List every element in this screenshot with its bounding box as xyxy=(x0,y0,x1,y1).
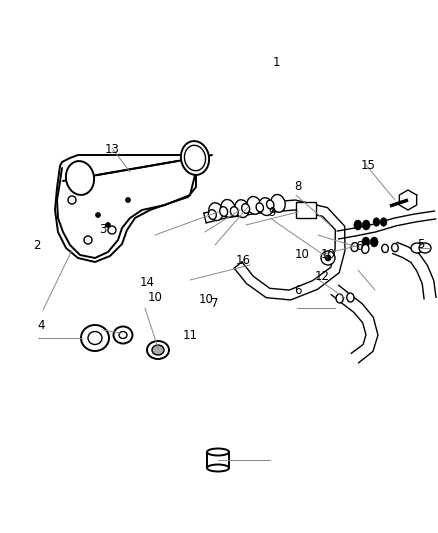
Text: 7: 7 xyxy=(211,297,219,310)
Ellipse shape xyxy=(267,200,274,209)
Text: 16: 16 xyxy=(236,254,251,266)
Text: 15: 15 xyxy=(360,159,375,172)
Ellipse shape xyxy=(181,141,209,175)
FancyBboxPatch shape xyxy=(296,202,316,218)
Ellipse shape xyxy=(259,198,273,215)
Ellipse shape xyxy=(271,195,285,212)
Text: 10: 10 xyxy=(148,291,163,304)
Ellipse shape xyxy=(371,237,378,247)
Text: 6: 6 xyxy=(355,240,363,253)
Ellipse shape xyxy=(373,218,380,226)
Ellipse shape xyxy=(84,236,92,244)
Ellipse shape xyxy=(108,226,116,234)
Ellipse shape xyxy=(113,327,133,343)
Ellipse shape xyxy=(354,220,362,230)
Text: 4: 4 xyxy=(38,319,46,332)
Ellipse shape xyxy=(88,332,102,344)
Ellipse shape xyxy=(336,294,343,303)
Text: 12: 12 xyxy=(314,270,329,282)
Text: 5: 5 xyxy=(417,238,424,251)
Ellipse shape xyxy=(66,161,94,195)
Text: 14: 14 xyxy=(139,276,154,289)
Text: 10: 10 xyxy=(198,293,213,306)
Ellipse shape xyxy=(351,243,358,252)
Ellipse shape xyxy=(208,209,216,220)
Ellipse shape xyxy=(256,203,263,212)
Ellipse shape xyxy=(209,203,223,221)
Ellipse shape xyxy=(380,218,387,226)
Ellipse shape xyxy=(392,244,398,252)
Ellipse shape xyxy=(119,332,127,338)
Ellipse shape xyxy=(230,207,238,216)
Polygon shape xyxy=(399,190,417,210)
Text: 9: 9 xyxy=(268,206,276,219)
Ellipse shape xyxy=(106,222,110,228)
Ellipse shape xyxy=(152,345,164,355)
Ellipse shape xyxy=(362,237,370,247)
Ellipse shape xyxy=(247,197,261,214)
Ellipse shape xyxy=(207,464,229,472)
Ellipse shape xyxy=(147,341,169,359)
Polygon shape xyxy=(331,285,378,363)
Ellipse shape xyxy=(220,207,228,216)
Ellipse shape xyxy=(184,146,205,171)
Ellipse shape xyxy=(347,293,354,302)
Text: 11: 11 xyxy=(183,329,198,342)
Polygon shape xyxy=(55,155,196,262)
Ellipse shape xyxy=(126,198,131,203)
Ellipse shape xyxy=(221,199,235,217)
Ellipse shape xyxy=(321,251,335,265)
Ellipse shape xyxy=(235,200,249,217)
FancyBboxPatch shape xyxy=(207,452,229,468)
Text: 10: 10 xyxy=(295,248,310,261)
Polygon shape xyxy=(204,200,345,300)
Text: 3: 3 xyxy=(99,223,106,236)
Text: 6: 6 xyxy=(294,284,302,297)
Ellipse shape xyxy=(325,255,331,261)
Text: 13: 13 xyxy=(104,143,119,156)
Ellipse shape xyxy=(242,204,250,213)
Ellipse shape xyxy=(81,325,109,351)
Ellipse shape xyxy=(68,196,76,204)
Text: 10: 10 xyxy=(321,248,336,261)
Polygon shape xyxy=(393,243,436,298)
Polygon shape xyxy=(337,211,436,239)
Text: 2: 2 xyxy=(33,239,41,252)
Ellipse shape xyxy=(382,244,389,253)
Ellipse shape xyxy=(411,243,423,253)
Ellipse shape xyxy=(207,448,229,456)
Ellipse shape xyxy=(95,213,100,217)
Polygon shape xyxy=(63,155,212,181)
Ellipse shape xyxy=(362,245,369,253)
Text: 8: 8 xyxy=(294,180,301,193)
Ellipse shape xyxy=(419,243,431,253)
Ellipse shape xyxy=(362,220,370,230)
Text: 1: 1 xyxy=(272,56,280,69)
